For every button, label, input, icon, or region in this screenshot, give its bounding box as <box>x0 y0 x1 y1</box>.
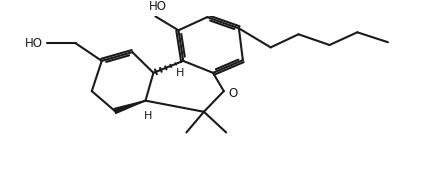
Text: HO: HO <box>25 37 42 50</box>
Text: HO: HO <box>148 0 166 13</box>
Text: H: H <box>176 68 184 78</box>
Text: O: O <box>229 87 238 100</box>
Polygon shape <box>114 101 145 113</box>
Text: H: H <box>144 111 152 121</box>
